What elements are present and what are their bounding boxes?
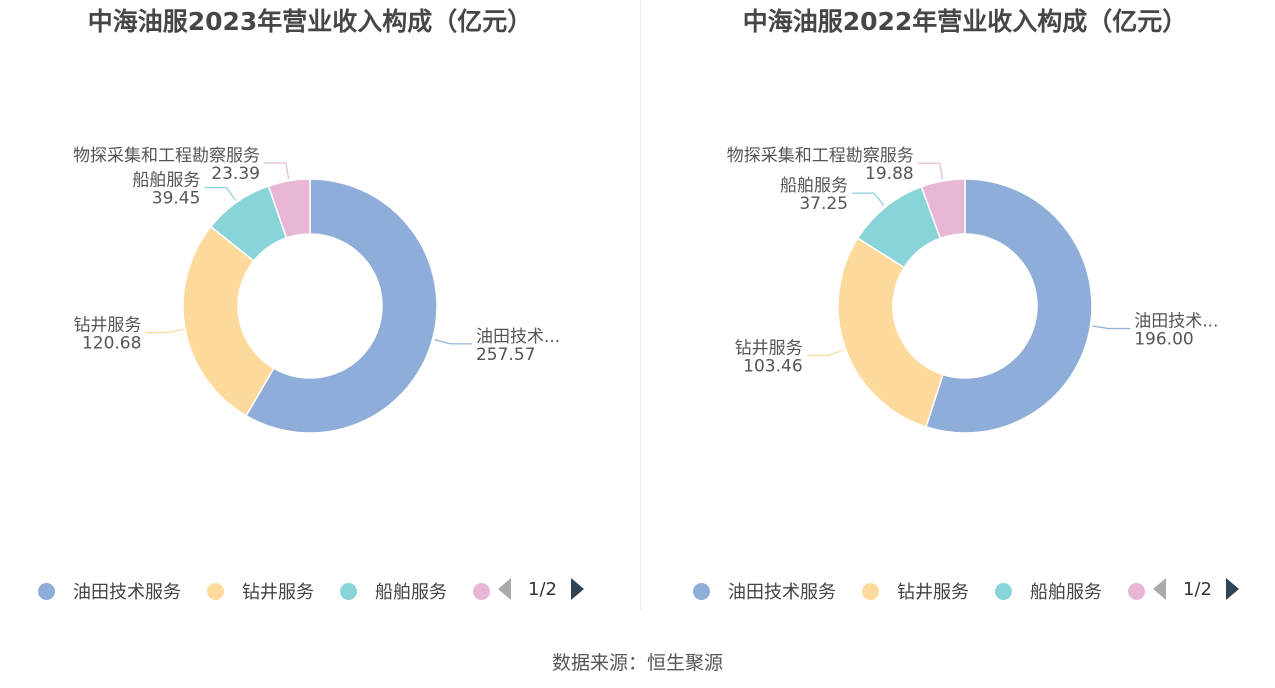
donut-segment[interactable] — [837, 237, 944, 428]
legend-item[interactable] — [473, 582, 508, 600]
slice-label-name: 物探采集和工程勘察服务 — [73, 146, 260, 166]
legend-item[interactable]: 钻井服务 — [207, 578, 314, 604]
slice-label-value: 19.88 — [865, 164, 914, 184]
circle-icon — [862, 582, 879, 600]
label-leader-line — [1092, 325, 1131, 330]
triangle-right-icon[interactable] — [570, 578, 584, 600]
legend-item[interactable]: 油田技术服务 — [38, 578, 181, 604]
legend-item[interactable]: 钻井服务 — [862, 578, 969, 604]
donut-segment[interactable] — [925, 178, 1093, 434]
legend-item[interactable]: 船舶服务 — [340, 578, 447, 604]
legend-item[interactable] — [1128, 582, 1163, 600]
label-leader-line — [145, 328, 184, 334]
triangle-left-icon[interactable] — [1153, 578, 1166, 600]
legend-item[interactable]: 船舶服务 — [995, 578, 1102, 604]
slice-label-value: 39.45 — [152, 188, 201, 208]
donut-segment[interactable] — [267, 178, 311, 239]
label-leader-line — [806, 349, 844, 356]
label-leader-line — [434, 339, 472, 345]
circle-icon — [473, 582, 490, 600]
slice-label-value: 103.46 — [743, 356, 802, 376]
legend: 油田技术服务 钻井服务 船舶服务 — [693, 576, 1189, 606]
slice-label-name: 油田技术... — [476, 327, 560, 347]
circle-icon — [340, 582, 357, 600]
donut-segment[interactable] — [245, 178, 438, 434]
data-source: 数据来源：恒生聚源 — [551, 652, 723, 674]
label-leader-line — [851, 192, 885, 206]
legend-label: 油田技术服务 — [73, 582, 181, 603]
slice-label-value: 196.00 — [1134, 330, 1193, 350]
label-leader-line — [917, 162, 944, 180]
chart-panel-2023: 中海油服2023年营业收入构成（亿元） 油田技术... 257.57 钻井服务 120… — [0, 0, 638, 610]
chart-panel-2022: 中海油服2022年营业收入构成（亿元） 油田技术... 196.00 钻井服务 103… — [655, 0, 1275, 610]
panel-divider — [640, 0, 641, 610]
slice-label-value: 37.25 — [799, 194, 848, 214]
legend-page-indicator: 1/2 — [1183, 578, 1212, 600]
label-leader-line — [263, 162, 290, 179]
legend-label: 钻井服务 — [897, 582, 969, 603]
slice-label-name: 船舶服务 — [132, 170, 200, 190]
chart-title: 中海油服2022年营业收入构成（亿元） — [742, 7, 1188, 36]
slice-label-name: 物探采集和工程勘察服务 — [727, 146, 914, 166]
circle-icon — [693, 582, 710, 600]
legend-label: 船舶服务 — [1030, 582, 1102, 603]
circle-icon — [38, 582, 55, 600]
circle-icon — [207, 582, 224, 600]
slice-label-name: 船舶服务 — [780, 176, 848, 196]
donut-segment[interactable] — [182, 225, 275, 417]
slice-label-name: 钻井服务 — [735, 338, 803, 358]
legend: 油田技术服务 钻井服务 船舶服务 — [38, 576, 534, 606]
donut-segment[interactable] — [920, 178, 966, 240]
chart-title: 中海油服2023年营业收入构成（亿元） — [87, 7, 533, 36]
legend-page-indicator: 1/2 — [528, 578, 557, 600]
triangle-right-icon[interactable] — [1225, 578, 1239, 600]
slice-label-value: 120.68 — [82, 334, 141, 354]
slice-label-name: 钻井服务 — [73, 316, 141, 336]
legend-label: 油田技术服务 — [728, 582, 836, 603]
legend-label: 钻井服务 — [242, 582, 314, 603]
slice-label-value: 257.57 — [476, 345, 535, 365]
circle-icon — [995, 582, 1012, 600]
slice-label-value: 23.39 — [211, 164, 260, 184]
circle-icon — [1128, 582, 1145, 600]
slice-label-name: 油田技术... — [1134, 312, 1218, 332]
label-leader-line — [204, 186, 237, 201]
legend-label: 船舶服务 — [375, 582, 447, 603]
legend-pager: 1/2 — [1153, 578, 1239, 600]
legend-item[interactable]: 油田技术服务 — [693, 578, 836, 604]
triangle-left-icon[interactable] — [498, 578, 511, 600]
legend-pager: 1/2 — [498, 578, 584, 600]
